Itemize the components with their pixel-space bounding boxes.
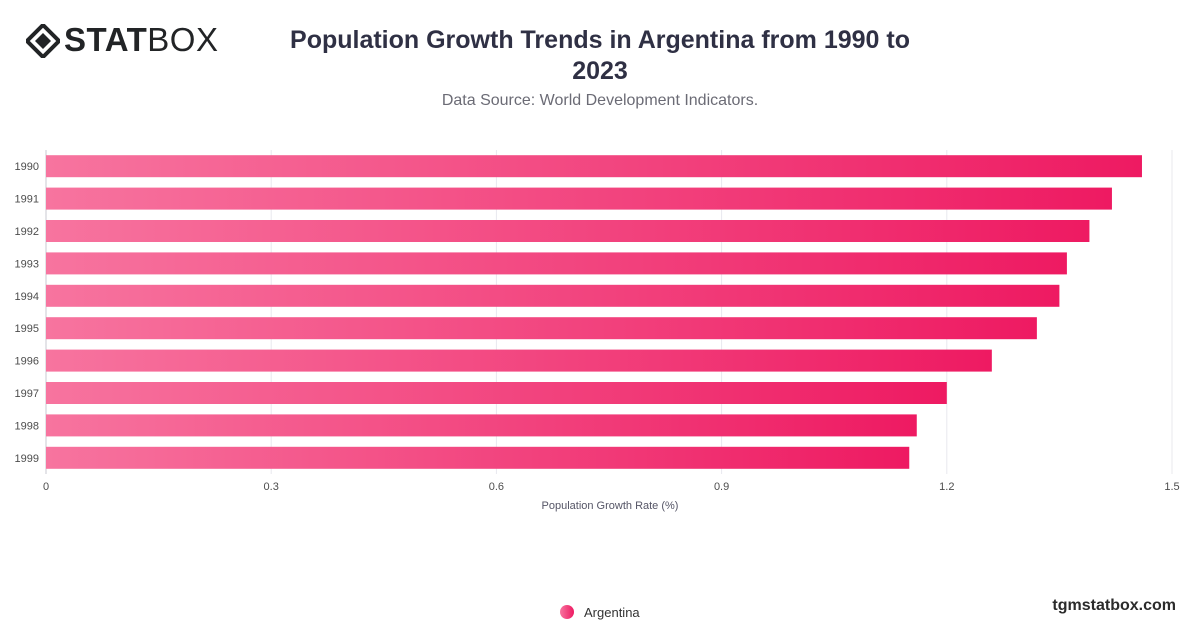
x-tick-labels: 0 0.3 0.6 0.9 1.2 1.5 — [43, 481, 1180, 493]
x-tick-label: 1.2 — [939, 481, 954, 493]
bar-1990[interactable] — [46, 155, 1142, 178]
x-tick-label: 0.9 — [714, 481, 729, 493]
bars — [46, 155, 1142, 469]
legend-label: Argentina — [584, 604, 640, 620]
y-tick-label: 1995 — [15, 323, 39, 335]
logo-wordmark: STATBOX — [64, 21, 219, 58]
y-tick-label: 1994 — [15, 291, 39, 303]
bar-1995[interactable] — [46, 317, 1037, 340]
y-tick-label: 1993 — [15, 258, 39, 270]
x-tick-label: 0.6 — [489, 481, 504, 493]
bar-1997[interactable] — [46, 382, 947, 404]
bar-1993[interactable] — [46, 252, 1067, 275]
y-tick-label: 1990 — [15, 161, 39, 173]
bar-1996[interactable] — [46, 349, 992, 372]
watermark: tgmstatbox.com — [1052, 597, 1176, 614]
bar-1999[interactable] — [46, 446, 910, 469]
legend-marker — [560, 605, 574, 619]
legend[interactable]: Argentina — [560, 603, 640, 621]
y-tick-label: 1996 — [15, 356, 39, 368]
diamond-logo-icon — [26, 24, 60, 58]
y-tick-label: 1992 — [15, 226, 39, 238]
y-tick-labels: 1990 1991 1992 1993 1994 1995 1996 1997 1998 1999 — [15, 161, 39, 465]
y-tick-label: 1997 — [15, 388, 39, 400]
bar-1994[interactable] — [46, 284, 1060, 307]
bar-1998[interactable] — [46, 414, 917, 437]
x-tick-label: 1.5 — [1164, 481, 1179, 493]
bar-1992[interactable] — [46, 220, 1090, 242]
x-tick-label: 0.3 — [264, 481, 279, 493]
statbox-logo: STATBOX — [26, 21, 231, 58]
y-tick-label: 1991 — [15, 194, 39, 206]
y-tick-label: 1998 — [15, 420, 39, 432]
chart-title: Population Growth Trends in Argentina fr… — [290, 26, 910, 85]
y-tick-label: 1999 — [15, 453, 39, 465]
x-axis-title: Population Growth Rate (%) — [542, 500, 679, 512]
chart-subtitle: Data Source: World Development Indicator… — [441, 92, 759, 109]
bar-1991[interactable] — [46, 187, 1112, 210]
x-tick-label: 0 — [43, 481, 49, 493]
